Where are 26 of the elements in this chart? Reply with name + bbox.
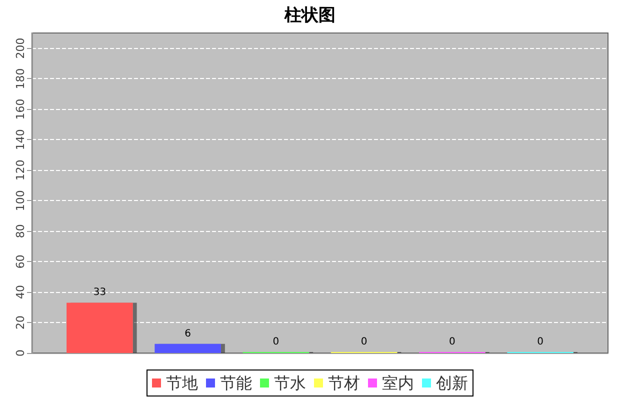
data-label: 0 [537, 336, 544, 348]
y-tick-label: 140 [14, 129, 27, 150]
y-tick-label: 100 [14, 190, 27, 212]
y-tick-label: 160 [14, 98, 27, 120]
data-label: 0 [360, 336, 368, 348]
legend-label: 节材 [328, 374, 360, 392]
y-tick-label: 200 [14, 38, 27, 59]
legend-label: 节地 [166, 374, 198, 392]
legend-label: 节能 [220, 374, 252, 392]
legend-label: 创新 [436, 374, 468, 392]
bar [154, 344, 221, 353]
y-tick-label: 20 [14, 316, 27, 330]
data-label: 0 [272, 336, 280, 348]
legend-label: 室内 [382, 374, 414, 392]
data-label: 0 [449, 336, 456, 348]
y-tick-label: 80 [14, 224, 27, 238]
y-tick-label: 60 [14, 254, 27, 269]
chart-title: 柱状图 [284, 6, 336, 26]
bar [66, 302, 133, 353]
y-tick-label: 120 [14, 160, 27, 181]
y-tick-label: 0 [14, 350, 27, 356]
y-tick-label: 40 [14, 285, 27, 300]
legend-label: 节水 [274, 374, 306, 392]
data-label: 33 [93, 287, 106, 298]
data-label: 6 [184, 328, 191, 340]
y-tick-label: 180 [14, 68, 27, 90]
